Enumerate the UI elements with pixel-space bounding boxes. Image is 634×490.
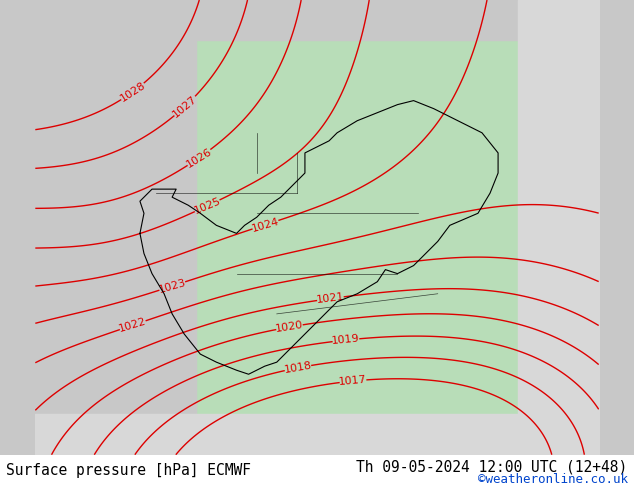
Text: 1017: 1017: [339, 375, 368, 387]
Text: 1020: 1020: [275, 320, 304, 334]
Text: 1022: 1022: [118, 317, 148, 334]
Text: 1023: 1023: [157, 277, 187, 294]
Text: 1019: 1019: [332, 334, 360, 346]
Text: 1026: 1026: [184, 146, 214, 170]
Text: 1025: 1025: [192, 196, 222, 216]
Text: 1018: 1018: [283, 361, 313, 375]
Text: ©weatheronline.co.uk: ©weatheronline.co.uk: [477, 473, 628, 487]
Text: 1028: 1028: [118, 80, 147, 104]
Text: 1021: 1021: [316, 292, 345, 305]
Text: Surface pressure [hPa] ECMWF: Surface pressure [hPa] ECMWF: [6, 463, 251, 478]
Text: Th 09-05-2024 12:00 UTC (12+48): Th 09-05-2024 12:00 UTC (12+48): [356, 460, 628, 475]
Text: 1024: 1024: [250, 216, 280, 233]
Text: 1027: 1027: [171, 94, 199, 119]
